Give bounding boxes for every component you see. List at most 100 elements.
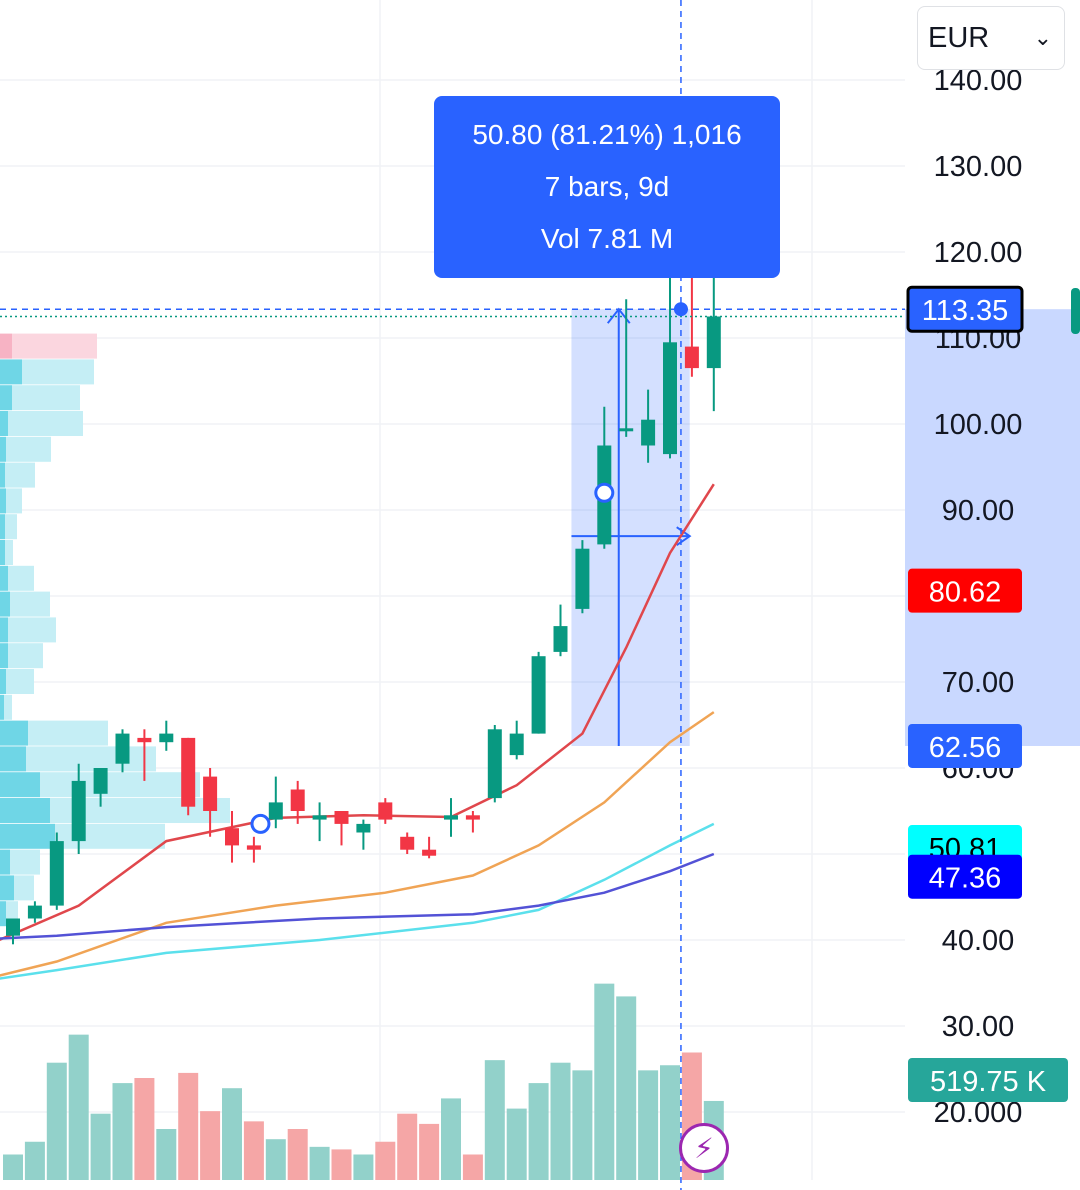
price-badge-label: 80.62	[929, 577, 1002, 609]
profile-bar-secondary	[8, 565, 34, 591]
volume-bar	[375, 1141, 396, 1180]
price-badge	[908, 568, 1022, 613]
profile-bar-secondary	[14, 875, 34, 901]
axis-tick-label: 70.00	[942, 667, 1015, 699]
currency-selector[interactable]: EUR ⌄	[917, 6, 1065, 70]
price-badge	[908, 723, 1022, 768]
profile-bar-primary	[0, 462, 5, 488]
volume-bar	[287, 1129, 308, 1180]
profile-bar-primary	[0, 720, 28, 746]
profile-bar-primary	[0, 643, 8, 669]
candle-body	[400, 836, 415, 850]
volume-bar	[616, 996, 637, 1180]
volume-bar	[24, 1141, 45, 1180]
volume-bar	[265, 1139, 286, 1180]
currency-value: EUR	[928, 21, 990, 54]
profile-bar-secondary	[8, 617, 56, 643]
candle-body	[246, 845, 261, 850]
candle-body	[444, 815, 458, 820]
axis-tick-label: 100.00	[934, 409, 1023, 441]
axis-measure-highlight	[905, 309, 1080, 746]
volume-bar	[309, 1146, 330, 1180]
volume-badge-label: 519.75 K	[930, 1066, 1047, 1098]
moving-average-line	[0, 822, 715, 980]
volume-bar	[134, 1078, 155, 1180]
profile-bar-primary	[0, 694, 4, 720]
lightning-icon: ⚡︎	[694, 1132, 714, 1164]
chevron-down-icon: ⌄	[1033, 25, 1052, 50]
profile-bar-primary	[0, 333, 12, 359]
candle-body	[225, 828, 239, 846]
volume-bar	[660, 1065, 680, 1180]
profile-bar-secondary	[12, 385, 80, 411]
axis-tick-label: 30.00	[942, 1011, 1015, 1043]
profile-bar-secondary	[4, 694, 12, 720]
profile-bar-primary	[0, 849, 10, 875]
candle-body	[290, 789, 305, 811]
annotation-marker	[250, 813, 271, 834]
profile-bar-primary	[0, 488, 6, 514]
candle-body	[93, 768, 108, 794]
profile-bar-secondary	[10, 849, 40, 875]
volume-bar	[3, 1154, 23, 1180]
volume-bar	[419, 1123, 440, 1180]
axis-tick-label: 90.00	[942, 495, 1015, 527]
candle-body	[378, 802, 393, 820]
volume-bar	[222, 1088, 242, 1180]
candle-body	[553, 626, 568, 652]
volume-bar	[397, 1113, 418, 1180]
profile-bar-primary	[0, 591, 10, 617]
axis-tick-label: 120.00	[934, 237, 1023, 269]
profile-bar-secondary	[6, 436, 51, 462]
measure-change: 50.80 (81.21%) 1,016	[472, 119, 742, 150]
profile-bar-secondary	[22, 359, 94, 385]
volume-bar	[638, 1070, 659, 1180]
axis-tick-label: 40.00	[942, 925, 1015, 957]
candle-body	[181, 737, 196, 807]
price-axis: 140.00130.00120.00110.00100.0090.0070.00…	[905, 65, 1080, 1129]
candle-body	[465, 815, 480, 820]
measure-tooltip: 50.80 (81.21%) 1,016 7 bars, 9d Vol 7.81…	[434, 96, 780, 278]
profile-bar-secondary	[5, 514, 17, 540]
volume-bar	[572, 1070, 593, 1180]
volume-bar	[550, 1062, 571, 1180]
price-badge	[908, 854, 1022, 899]
volume-bar	[112, 1083, 133, 1180]
candle-body	[71, 780, 86, 842]
volume-bar	[441, 1098, 461, 1180]
profile-bar-primary	[0, 436, 6, 462]
profile-bar-primary	[0, 565, 8, 591]
candle-body	[422, 849, 437, 856]
profile-bar-primary	[0, 772, 40, 798]
candle-body	[334, 811, 349, 824]
profile-bar-secondary	[12, 333, 97, 359]
candle-body	[531, 656, 546, 734]
annotation-marker	[594, 482, 615, 503]
profile-bar-secondary	[5, 462, 35, 488]
profile-bar-primary	[0, 385, 12, 411]
profile-bar-primary	[0, 746, 26, 772]
volume-bar	[200, 1111, 221, 1180]
profile-bar-primary	[0, 901, 6, 927]
volume-bar	[484, 1060, 505, 1180]
lightning-button[interactable]: ⚡︎	[679, 1123, 729, 1173]
profile-bar-primary	[0, 798, 50, 823]
candle-body	[575, 548, 590, 609]
price-badge	[906, 285, 1024, 333]
crosshair-dot	[673, 302, 688, 317]
profile-bar-secondary	[55, 823, 165, 849]
volume-bar	[528, 1083, 549, 1180]
price-badge-label: 62.56	[929, 732, 1002, 764]
axis-tick-label: 130.00	[934, 151, 1023, 183]
price-badge-label: 113.35	[922, 295, 1009, 327]
candle-body	[487, 729, 502, 799]
profile-bar-secondary	[10, 591, 50, 617]
candle-body	[663, 342, 677, 455]
profile-bar-secondary	[8, 643, 43, 669]
volume-bar	[68, 1034, 89, 1180]
volume-badge	[908, 1058, 1068, 1102]
profile-bar-secondary	[26, 746, 156, 772]
volume-bar	[462, 1154, 483, 1180]
